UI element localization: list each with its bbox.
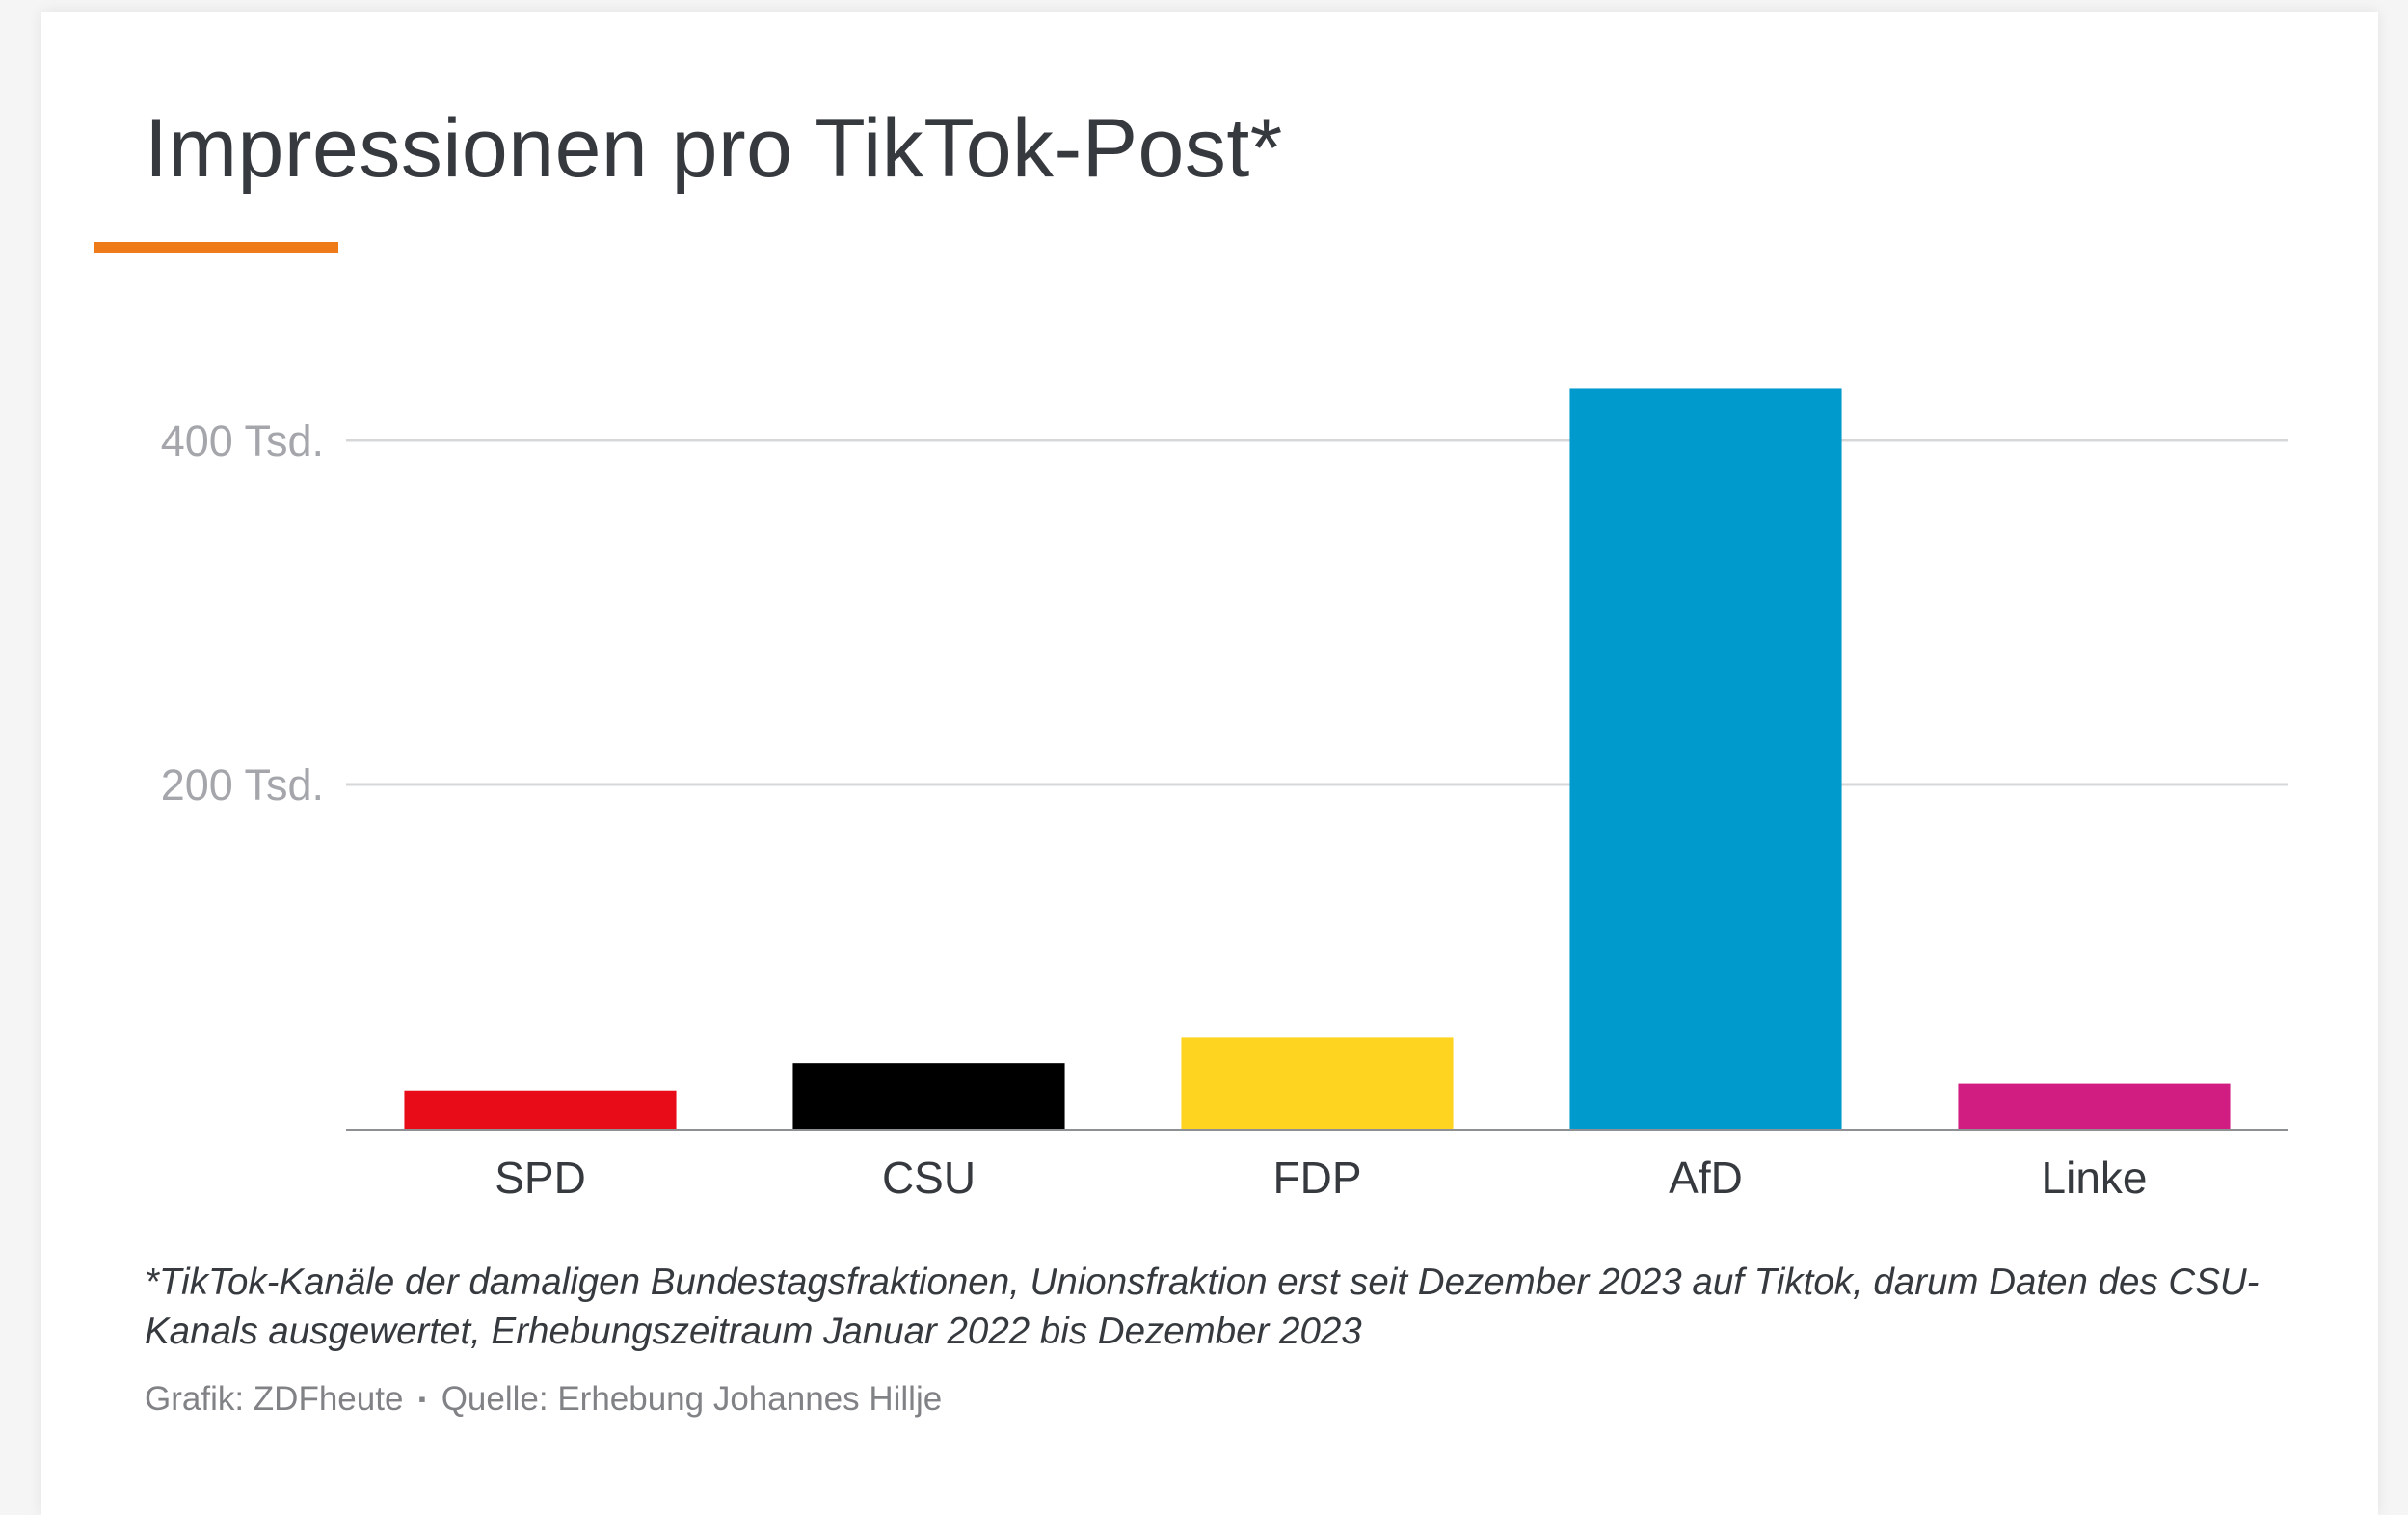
- bar-spd: [404, 1090, 677, 1129]
- x-tick-label-linke: Linke: [2042, 1153, 2148, 1203]
- separator-square-icon: ▪: [418, 1387, 426, 1411]
- x-tick-label-csu: CSU: [882, 1153, 976, 1203]
- bar-linke: [1958, 1083, 2231, 1129]
- y-tick-label-400: 400 Tsd.: [161, 416, 324, 465]
- bar-fdp: [1181, 1037, 1454, 1129]
- y-axis-ticks: 200 Tsd. 400 Tsd.: [161, 416, 324, 810]
- x-tick-label-afd: AfD: [1669, 1153, 1743, 1203]
- credit-text: Grafik: ZDFheute: [145, 1380, 404, 1418]
- y-tick-label-200: 200 Tsd.: [161, 760, 324, 810]
- bars: [404, 388, 2231, 1129]
- gridlines: [346, 439, 2288, 786]
- bar-csu: [792, 1063, 1065, 1129]
- x-axis-ticks: SPD CSU FDP AfD Linke: [495, 1153, 2147, 1203]
- footnote: *TikTok-Kanäle der damaligen Bundestagsf…: [145, 1262, 2260, 1352]
- x-tick-label-fdp: FDP: [1273, 1153, 1362, 1203]
- chart-card: [41, 12, 2378, 1515]
- source-text: Quelle: Erhebung Johannes Hillje: [441, 1380, 943, 1418]
- title-accent-bar: [94, 242, 338, 253]
- bar-afd: [1569, 388, 1842, 1129]
- chart-title: Impressionen pro TikTok-Post*: [145, 102, 1283, 195]
- x-tick-label-spd: SPD: [495, 1153, 586, 1203]
- source-line: Grafik: ZDFheute ▪ Quelle: Erhebung Joha…: [145, 1378, 942, 1421]
